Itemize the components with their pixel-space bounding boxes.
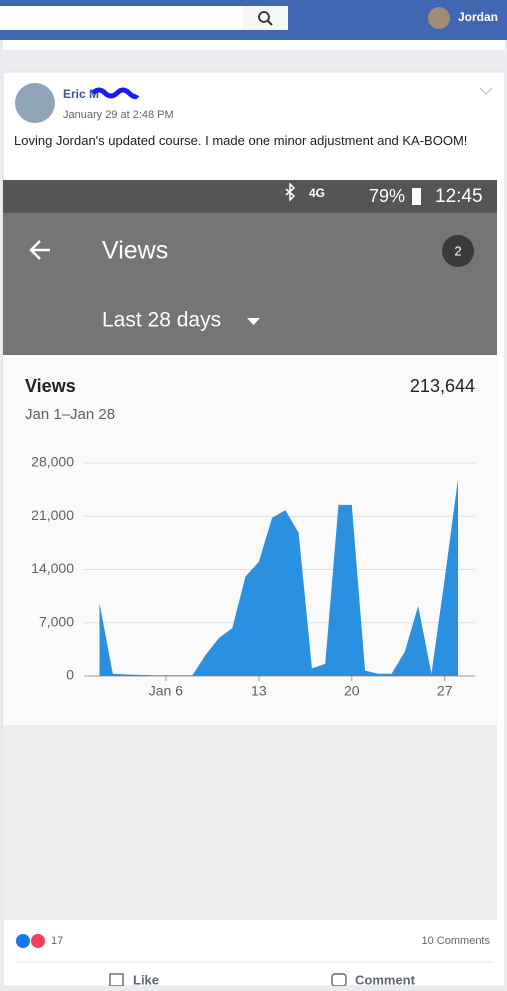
author-name[interactable]: Eric M [63, 87, 99, 101]
range-select[interactable]: Last 28 days [102, 309, 221, 332]
search-icon [267, 20, 273, 26]
search-box[interactable] [0, 6, 288, 30]
search-icon [258, 11, 270, 23]
search-button[interactable] [243, 6, 288, 30]
battery-icon [412, 188, 421, 205]
reaction-count[interactable]: 17 [51, 935, 63, 947]
user-avatar[interactable] [428, 7, 450, 29]
x-tick-label: 27 [437, 683, 453, 699]
chart: 0 7,000 14,000 21,000 28,000 Jan 6 13 20 27 [31, 454, 475, 699]
back-arrow[interactable] [29, 240, 50, 260]
dropdown-icon[interactable] [247, 318, 260, 325]
comment-button[interactable]: Comment [355, 972, 416, 987]
previous-card [3, 40, 505, 50]
post-text-box: Loving Jordan's updated course. I made o… [14, 133, 468, 148]
y-tick-label: 28,000 [31, 454, 74, 470]
network: 4G [309, 186, 325, 200]
app-bar [3, 213, 497, 355]
area [99, 478, 458, 676]
card-title: Views [25, 376, 76, 396]
post-text: Loving Jordan's updated course. I made o… [14, 133, 468, 148]
empty-area [3, 725, 497, 920]
like-reaction [16, 934, 30, 948]
redaction [91, 87, 140, 100]
badge-count: 2 [454, 243, 461, 258]
love-reaction [31, 934, 45, 948]
y-tick-label: 21,000 [31, 507, 74, 523]
post-menu[interactable] [479, 87, 493, 95]
user-name[interactable]: Jordan [458, 10, 498, 24]
badge[interactable] [442, 235, 474, 267]
x-tick-label: Jan 6 [149, 683, 183, 699]
post-date[interactable]: January 29 at 2:48 PM [63, 109, 174, 121]
status-bar [3, 180, 497, 213]
x-tick-label: 13 [251, 683, 267, 699]
comment-count[interactable]: 10 Comments [422, 935, 491, 947]
battery: 79% [369, 186, 405, 206]
bluetooth-icon [285, 182, 296, 202]
author-avatar[interactable] [15, 83, 55, 123]
card-total: 213,644 [410, 376, 475, 396]
x-tick-label: 20 [344, 683, 360, 699]
y-tick-label: 7,000 [39, 613, 74, 629]
time: 12:45 [435, 186, 483, 207]
y-tick-label: 0 [66, 667, 74, 683]
y-tick-label: 14,000 [31, 560, 74, 576]
app-title: Views [102, 237, 168, 265]
card-period: Jan 1–Jan 28 [25, 406, 115, 423]
like-button[interactable]: Like [133, 972, 159, 987]
